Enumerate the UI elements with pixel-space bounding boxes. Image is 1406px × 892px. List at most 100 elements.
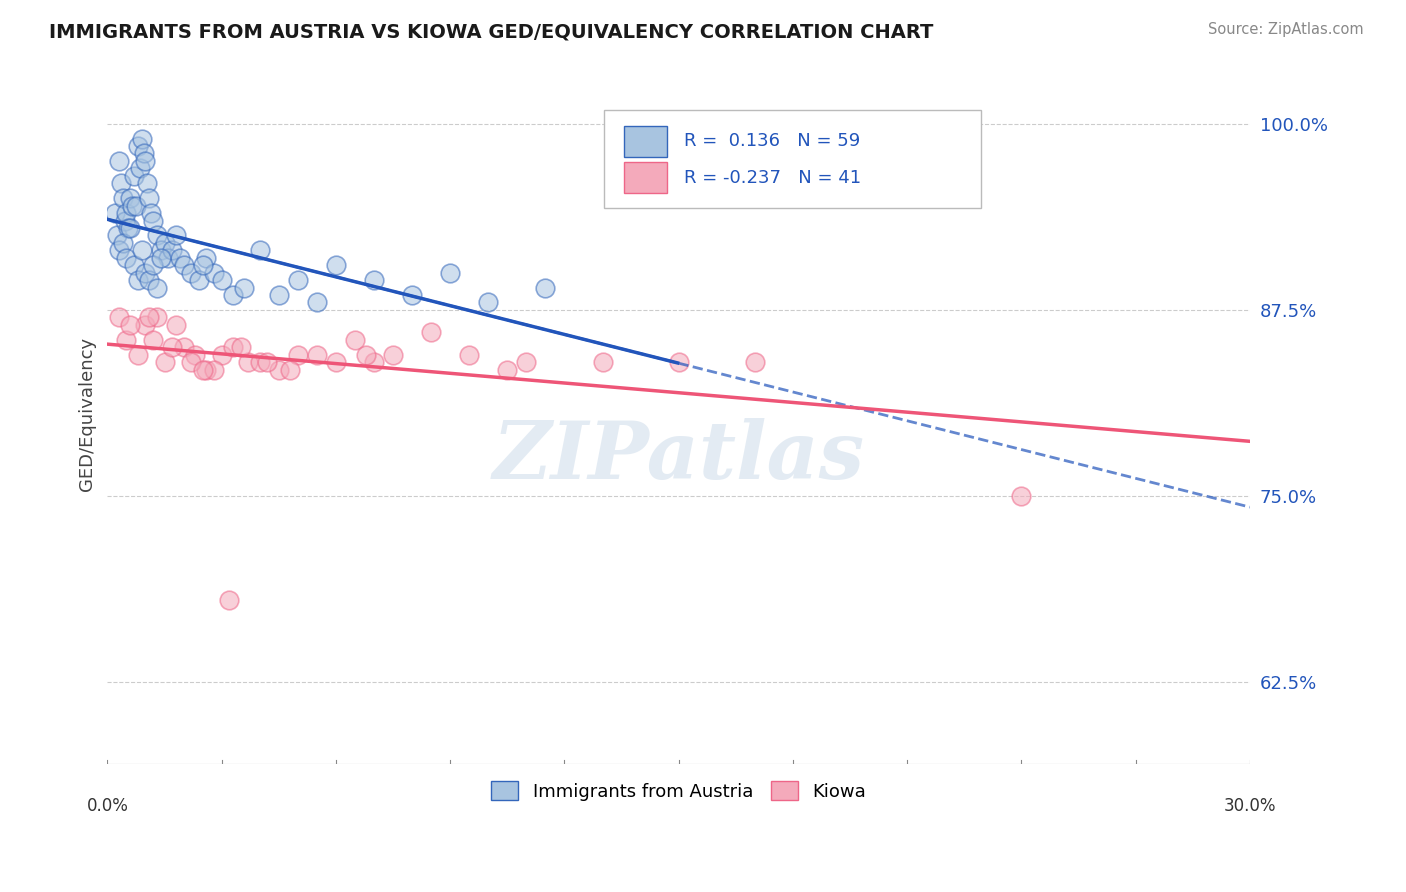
Bar [624, 162, 668, 193]
Point [121, 199, 143, 213]
Point [173, 258, 195, 272]
Point [146, 280, 169, 294]
Point [515, 355, 537, 369]
Point [122, 169, 145, 183]
Point [111, 235, 134, 250]
Point [142, 333, 165, 347]
Point [287, 348, 309, 362]
Point [305, 348, 328, 362]
Point [202, 362, 225, 376]
Point [267, 288, 290, 302]
Point [305, 295, 328, 310]
Point [142, 213, 165, 227]
Point [157, 251, 180, 265]
Point [195, 251, 218, 265]
Point [105, 228, 128, 243]
Point [115, 333, 138, 347]
Text: R = -0.237   N = 41: R = -0.237 N = 41 [685, 169, 862, 186]
Point [249, 244, 271, 258]
Point [120, 191, 142, 205]
Point [108, 244, 131, 258]
Point [160, 244, 183, 258]
Text: ZIPatlas: ZIPatlas [492, 417, 865, 495]
Point [115, 251, 138, 265]
Point [325, 355, 347, 369]
Point [191, 362, 214, 376]
Point [149, 251, 172, 265]
Point [363, 355, 385, 369]
Point [141, 206, 163, 220]
Point [134, 153, 156, 168]
Point [211, 273, 233, 287]
Point [496, 362, 519, 376]
Point [160, 340, 183, 354]
Point [356, 348, 378, 362]
Point [134, 266, 156, 280]
Point [1011, 489, 1033, 503]
Point [180, 266, 202, 280]
Point [195, 362, 218, 376]
Point [229, 340, 252, 354]
Point [138, 191, 160, 205]
Point [127, 348, 149, 362]
Point [534, 280, 557, 294]
Point [122, 258, 145, 272]
Point [401, 288, 423, 302]
Point [120, 318, 142, 332]
Point [153, 355, 176, 369]
Point [108, 153, 131, 168]
FancyBboxPatch shape [605, 110, 981, 208]
Point [202, 266, 225, 280]
Point [165, 318, 187, 332]
Point [592, 355, 614, 369]
Text: 30.0%: 30.0% [1223, 797, 1277, 815]
Point [184, 348, 207, 362]
Point [132, 146, 155, 161]
Legend: Immigrants from Austria, Kiowa: Immigrants from Austria, Kiowa [484, 774, 873, 808]
Point [439, 266, 461, 280]
Point [744, 355, 766, 369]
Point [131, 131, 153, 145]
Point [222, 288, 245, 302]
Point [149, 244, 172, 258]
Text: R =  0.136   N = 59: R = 0.136 N = 59 [685, 132, 860, 150]
Text: Source: ZipAtlas.com: Source: ZipAtlas.com [1208, 22, 1364, 37]
Point [134, 318, 156, 332]
Point [191, 258, 214, 272]
Point [420, 326, 443, 340]
Point [165, 228, 187, 243]
Point [125, 199, 148, 213]
Point [142, 258, 165, 272]
Point [222, 340, 245, 354]
Point [128, 161, 150, 176]
Point [153, 235, 176, 250]
Point [169, 251, 191, 265]
Point [267, 362, 290, 376]
Point [180, 355, 202, 369]
Point [108, 310, 131, 325]
Point [382, 348, 405, 362]
Point [343, 333, 366, 347]
Point [287, 273, 309, 287]
Point [120, 221, 142, 235]
Point [110, 176, 132, 190]
Point [325, 258, 347, 272]
Point [249, 355, 271, 369]
Point [187, 273, 209, 287]
Point [458, 348, 481, 362]
Point [117, 221, 139, 235]
Point [218, 593, 240, 607]
Point [115, 206, 138, 220]
Point [363, 273, 385, 287]
Point [127, 273, 149, 287]
Point [173, 340, 195, 354]
Point [136, 176, 159, 190]
Point [146, 310, 169, 325]
Point [477, 295, 499, 310]
Point [138, 273, 160, 287]
Point [668, 355, 690, 369]
Point [114, 213, 136, 227]
Point [233, 280, 256, 294]
Y-axis label: GED/Equivalency: GED/Equivalency [79, 337, 96, 491]
Point [256, 355, 278, 369]
